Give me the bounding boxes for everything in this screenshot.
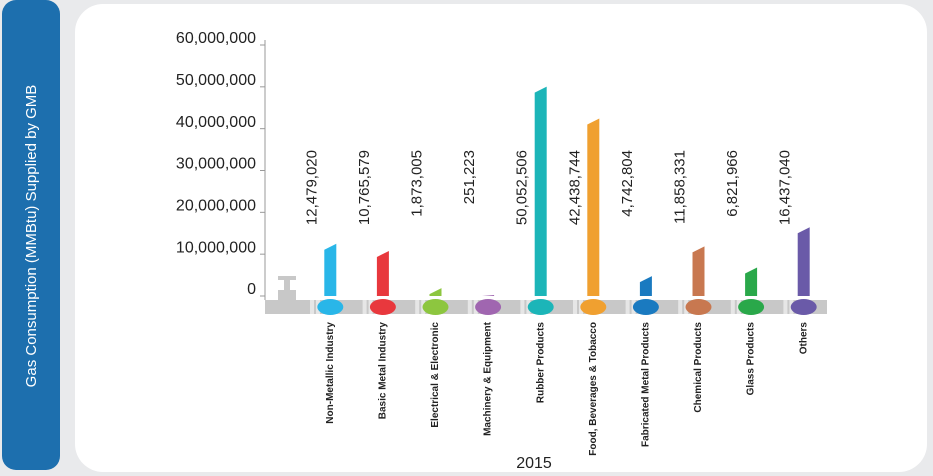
pipe-joint [730,300,735,314]
y-tick-label: 10,000,000 [176,239,256,256]
bar [587,118,600,296]
bar [534,86,547,297]
pipe-joint [362,300,367,314]
value-label: 4,742,804 [619,150,636,217]
y-tick-label: 0 [247,281,256,298]
card [75,4,927,472]
valve-joint [527,299,554,315]
pipe-joint [783,300,788,314]
y-tick-label: 50,000,000 [176,72,256,89]
bar [482,294,495,296]
valve-joint [632,299,659,315]
valve-joint [580,299,607,315]
value-label: 16,437,040 [777,150,794,225]
bar [797,227,810,296]
bar [376,250,389,296]
x-axis-label: 2015 [516,455,552,472]
y-tick-label: 60,000,000 [176,30,256,47]
value-label: 12,479,020 [303,150,320,225]
pipe-joint [573,300,577,314]
pipe-joint [625,300,630,314]
pipe-joint [415,300,420,314]
y-tick-label: 20,000,000 [176,198,256,215]
valve-joint [317,299,344,315]
valve-joint [422,299,449,315]
y-tick-label: 40,000,000 [176,114,256,131]
value-label: 251,223 [461,150,478,204]
x-tick-label: Non-Metallic Industry [325,322,336,424]
y-axis-label: Gas Consumption (MMBtu) Supplied by GMB [23,85,40,388]
value-label: 10,765,579 [356,150,373,225]
value-label: 42,438,744 [566,150,583,225]
pipe-joint [678,300,683,314]
x-tick-label: Rubber Products [535,322,546,404]
bar [639,276,652,296]
side-panel [2,0,60,470]
valve [278,276,296,302]
y-tick-label: 30,000,000 [176,156,256,173]
bar [429,288,442,296]
valve-joint [790,299,817,315]
value-label: 6,821,966 [724,150,741,217]
pipe-joint [520,300,525,314]
x-tick-label: Chemical Products [693,322,704,413]
x-tick-label: Fabricated Metal Products [641,322,652,447]
pipe-joint [310,300,314,314]
x-tick-label: Food, Beverages & Tobacco [588,322,599,456]
x-tick-label: Basic Metal Industry [378,322,389,420]
bar [692,246,705,296]
value-label: 50,052,506 [514,150,531,225]
value-label: 11,858,331 [671,150,688,224]
valve-joint [369,299,396,315]
valve-joint [685,299,712,315]
value-label: 1,873,005 [408,150,425,217]
x-tick-label: Electrical & Electronic [430,322,441,428]
valve-joint [475,299,502,315]
x-tick-label: Others [798,322,809,355]
pipe-joint [467,300,472,314]
bar [324,243,337,296]
x-tick-label: Glass Products [746,322,757,396]
valve-joint [738,299,765,315]
x-tick-label: Machinery & Equipment [483,321,494,436]
bar [745,267,758,296]
